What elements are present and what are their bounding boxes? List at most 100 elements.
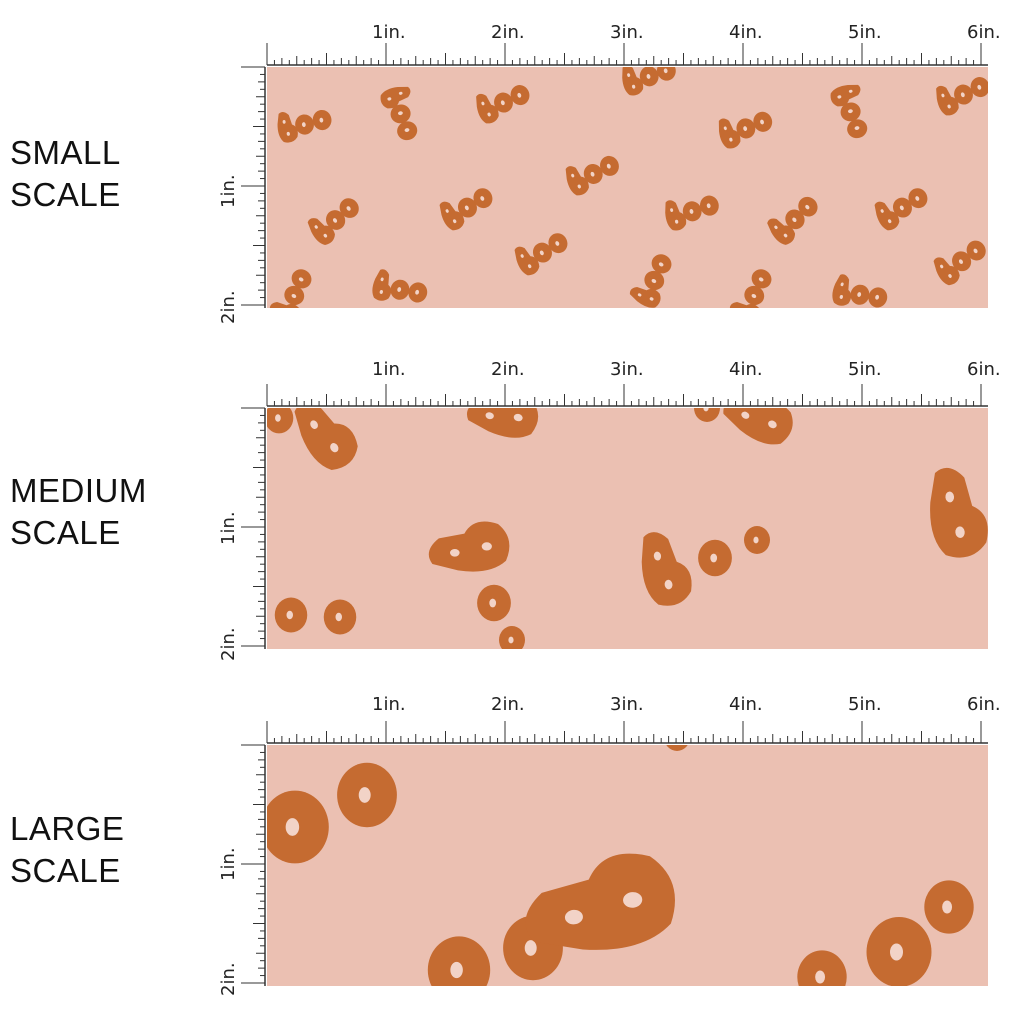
letter-b-shape [936, 85, 959, 116]
letter-o-shape [892, 197, 912, 218]
boo-word [665, 195, 719, 231]
letter-o-shape [699, 195, 719, 216]
boo-letter-o [267, 408, 294, 434]
letter-o-shape [477, 584, 511, 622]
letter-o-shape [924, 880, 974, 934]
large-scale-swatch [267, 745, 988, 986]
ruler-label-v-1in: 1in. [218, 847, 239, 881]
boo-letter-o [274, 597, 308, 633]
medium-boo-pattern [267, 408, 988, 649]
small-scale-row: SMALL SCALE 1in. 2in. 3in. 4in. 5in. 6in… [0, 0, 1024, 330]
scale-label-line2: SCALE [10, 176, 121, 213]
boo-glyphs [269, 269, 312, 308]
letter-o-shape [291, 269, 312, 289]
ruler-label-v-2in: 2in. [218, 627, 239, 661]
large-scale-row: LARGE SCALE 1in. 2in. 3in. 4in. 5in. 6in… [0, 676, 1024, 1006]
letter-o-shape [952, 251, 972, 272]
boo-word [718, 111, 773, 149]
letter-b-shape [269, 301, 301, 308]
boo-glyphs [874, 188, 928, 231]
boo-word [729, 269, 772, 308]
boo-word [622, 67, 676, 96]
letter-o-shape [798, 196, 818, 217]
letter-o-shape [908, 188, 928, 209]
boo-word [372, 269, 428, 303]
boo-word [565, 155, 619, 196]
letter-o-shape [323, 599, 357, 635]
letter-b-shape [930, 467, 988, 558]
boo-glyphs [565, 155, 619, 196]
horizontal-ruler-ticks [266, 721, 988, 744]
boo-glyphs [933, 240, 986, 286]
boo-glyphs [476, 85, 530, 124]
boo-glyphs [767, 196, 818, 245]
letter-o-shape [532, 242, 552, 263]
letter-o-shape [644, 270, 665, 290]
ruler-label-6in: 6in. [967, 359, 1001, 380]
letter-b-shape [525, 853, 675, 950]
ruler-label-1in: 1in. [372, 359, 406, 380]
ruler-label-2in: 2in. [491, 359, 525, 380]
ruler-label-3in: 3in. [610, 22, 644, 43]
boo-letter-b [428, 521, 510, 572]
letter-o-shape [397, 121, 418, 141]
letter-o-shape [473, 188, 493, 209]
letter-b-shape [629, 286, 661, 308]
scale-label-line1: MEDIUM [10, 472, 147, 509]
boo-glyphs [729, 269, 772, 308]
letter-o-shape [427, 936, 491, 986]
ruler-label-6in: 6in. [967, 22, 1001, 43]
boo-word [307, 198, 359, 246]
letter-o-shape [510, 85, 530, 106]
boo-letter-o [666, 745, 688, 751]
letter-o-shape [267, 790, 329, 864]
letter-b-shape [718, 118, 741, 149]
medium-scale-label: MEDIUM SCALE [10, 470, 147, 554]
letter-b-shape [641, 532, 692, 606]
letter-o-shape [548, 233, 568, 254]
letter-o-shape [656, 67, 676, 81]
letter-o-shape [390, 104, 411, 124]
boo-word [277, 109, 332, 143]
ruler-label-v-1in: 1in. [218, 174, 239, 208]
ruler-label-5in: 5in. [848, 694, 882, 715]
letter-o-shape [494, 92, 513, 113]
letter-o-shape [954, 84, 973, 105]
letter-o-shape [751, 269, 772, 289]
letter-b-shape [466, 408, 539, 438]
boo-glyphs [372, 269, 428, 303]
letter-o-shape [966, 240, 986, 261]
letter-o-shape [499, 626, 525, 649]
letter-b-shape [874, 201, 900, 231]
letter-o-shape [797, 950, 847, 986]
boo-letter-b [930, 467, 988, 558]
letter-o-shape [698, 539, 732, 577]
letter-b-shape [933, 257, 960, 286]
letter-b-shape [307, 218, 335, 246]
boo-word [514, 233, 568, 276]
boo-word [874, 188, 928, 231]
letter-o-shape [666, 745, 688, 751]
letter-o-shape [267, 408, 294, 434]
letter-b-shape [380, 86, 411, 109]
boo-word [830, 84, 868, 139]
boo-letter-b [525, 853, 675, 950]
letter-o-shape [753, 111, 773, 132]
scale-label-line1: SMALL [10, 134, 121, 171]
letter-o-shape [682, 201, 702, 222]
letter-o-shape [639, 67, 659, 87]
medium-scale-swatch [267, 408, 988, 649]
boo-letter-b [641, 532, 692, 606]
horizontal-ruler-ticks [266, 43, 988, 66]
letter-b-shape [439, 201, 465, 231]
boo-letter-o [698, 539, 732, 577]
boo-glyphs [936, 77, 988, 116]
letter-o-shape [337, 762, 397, 828]
letter-o-shape [583, 163, 603, 184]
vertical-ruler-ticks [241, 407, 266, 649]
letter-o-shape [295, 114, 314, 135]
ruler-label-5in: 5in. [848, 359, 882, 380]
horizontal-ruler-ticks [266, 384, 988, 407]
letter-o-shape [274, 597, 308, 633]
letter-b-shape [729, 301, 761, 308]
